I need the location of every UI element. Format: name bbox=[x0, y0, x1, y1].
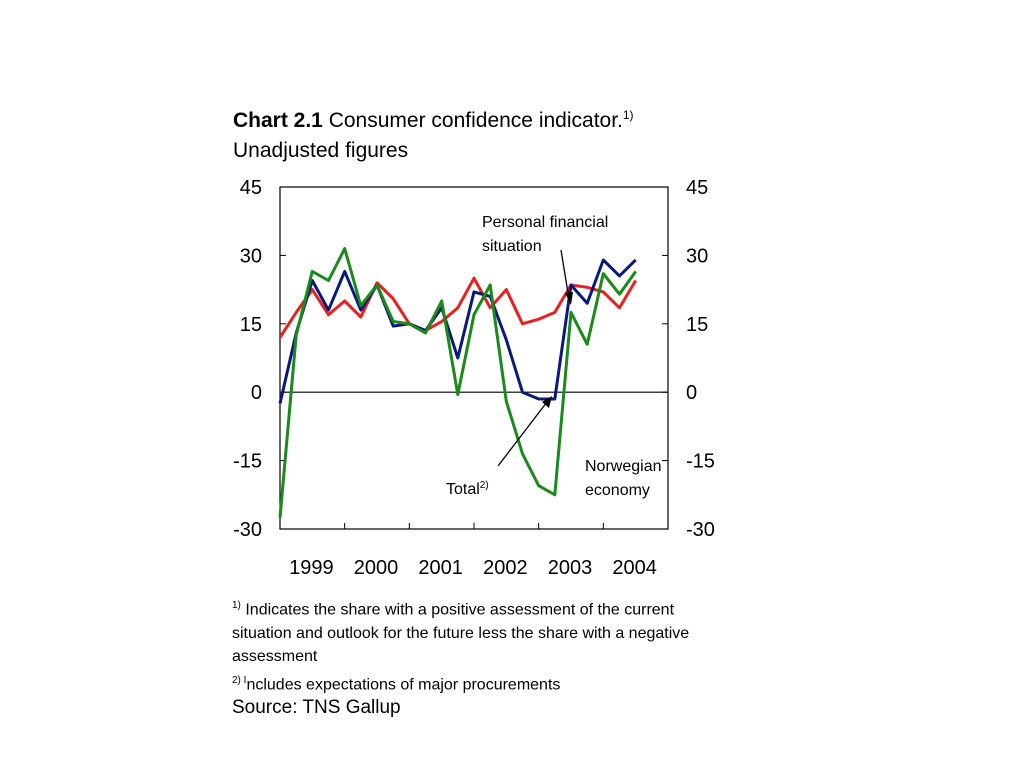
y-tick-label-left: 0 bbox=[251, 382, 262, 404]
x-tick-label: 2003 bbox=[548, 557, 593, 579]
chart-title: Chart 2.1 Consumer confidence indicator.… bbox=[233, 100, 634, 166]
annotation-personal-financial-arrow bbox=[560, 249, 570, 300]
series-line-norwegian-economy bbox=[278, 247, 637, 518]
series-line-personal-financial-situation bbox=[278, 276, 637, 339]
x-tick-label: 2000 bbox=[354, 557, 399, 579]
footnote-2-marker: 2) I bbox=[232, 674, 247, 686]
y-tick-label-left: -30 bbox=[233, 519, 262, 541]
annotation-total-arrow bbox=[497, 401, 548, 467]
x-tick-label: 2001 bbox=[418, 557, 463, 579]
annotation-total: Total2) bbox=[446, 480, 489, 498]
footnote-1-text: Indicates the share with a positive asse… bbox=[232, 601, 690, 666]
y-tick-label-right: -15 bbox=[686, 451, 715, 473]
series-line-total bbox=[278, 258, 637, 404]
y-tick-label-right: -30 bbox=[686, 519, 715, 541]
y-tick-label-left: 30 bbox=[240, 245, 262, 267]
chart-title-prefix: Chart 2.1 bbox=[233, 109, 323, 132]
y-tick-label-right: 30 bbox=[686, 245, 708, 267]
y-tick-label-left: 15 bbox=[240, 314, 262, 336]
y-tick-label-left: 45 bbox=[240, 177, 262, 199]
chart-title-footnote-marker: 1) bbox=[622, 108, 634, 122]
annotation-total-arrowhead bbox=[542, 396, 552, 408]
annotation-norwegian-line1: Norwegian bbox=[585, 458, 661, 475]
x-tick-label: 1999 bbox=[289, 557, 334, 579]
source-note: Source: TNS Gallup bbox=[232, 697, 401, 718]
annotation-norwegian-line2: economy bbox=[585, 482, 650, 499]
y-tick-label-right: 15 bbox=[686, 314, 708, 336]
x-tick-label: 2002 bbox=[483, 557, 528, 579]
footnote-1-marker: 1) bbox=[232, 600, 241, 611]
chart-title-text: Consumer confidence indicator. bbox=[322, 109, 623, 132]
chart-subtitle: Unadjusted figures bbox=[233, 139, 409, 162]
y-tick-label-right: 45 bbox=[686, 177, 708, 199]
annotation-personal-financial-line1: Personal financial bbox=[482, 214, 608, 231]
footnote-2-text: ncludes expectations of major procuremen… bbox=[246, 676, 561, 694]
y-tick-label-right: 0 bbox=[686, 382, 697, 404]
plot-area-frame bbox=[279, 186, 669, 530]
annotation-personal-financial-arrowhead bbox=[565, 292, 573, 305]
footnotes: 1) Indicates the share with a positive a… bbox=[232, 594, 712, 697]
y-tick-label-left: -15 bbox=[233, 451, 262, 473]
x-tick-label: 2004 bbox=[612, 557, 657, 579]
annotation-personal-financial-line2: situation bbox=[482, 238, 542, 255]
